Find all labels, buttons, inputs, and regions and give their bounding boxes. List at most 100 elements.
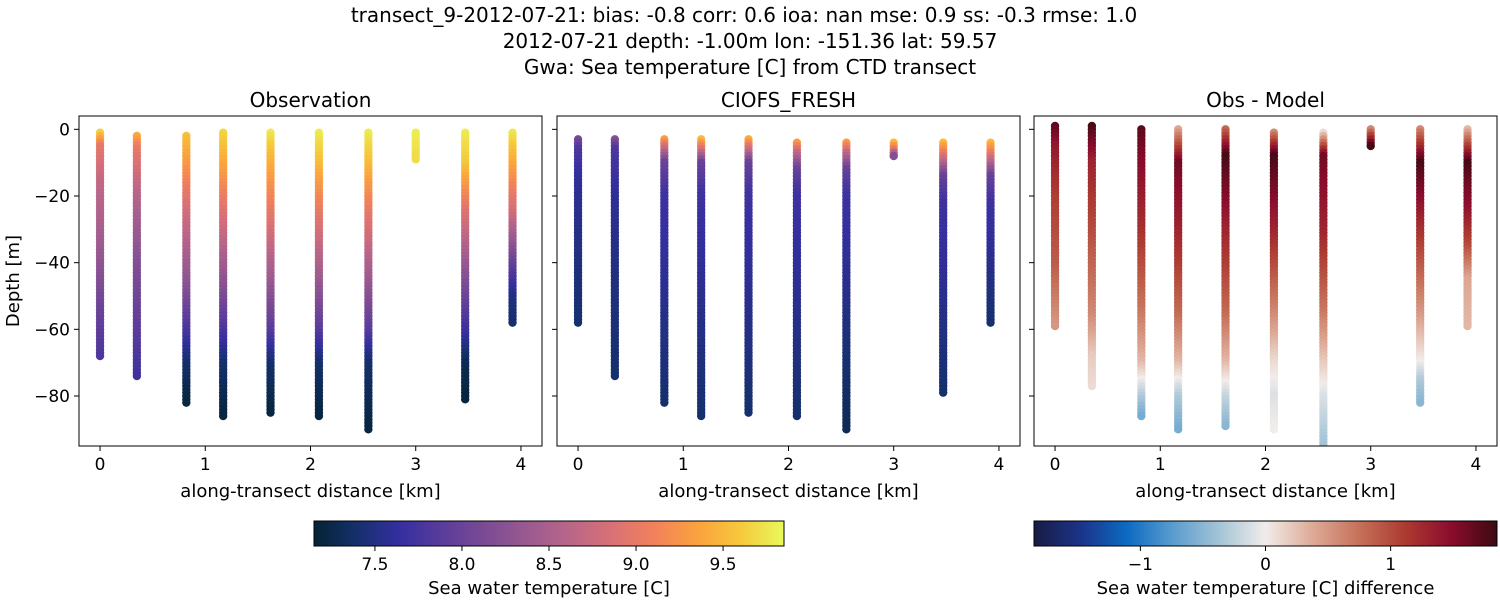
cast-1 xyxy=(95,128,105,361)
y-tick-label: −20 xyxy=(34,187,70,207)
x-tick-label: 1 xyxy=(1155,455,1166,475)
data-points xyxy=(95,128,517,434)
data-points xyxy=(1050,121,1472,446)
data-point xyxy=(573,318,583,327)
cast-6 xyxy=(1269,128,1279,434)
colorbar-tick-label: 9.5 xyxy=(710,555,737,575)
cast-6 xyxy=(792,138,802,421)
data-point xyxy=(266,408,275,417)
x-tick-label: 3 xyxy=(410,455,421,475)
panels: Observation 0 1 2 3 4 0 −20 −40 −60 −80 along-trans… xyxy=(3,88,1498,502)
cast-3 xyxy=(660,135,669,407)
colorbar-label: Sea water temperature [C] difference xyxy=(1097,578,1435,599)
cast-8 xyxy=(1366,125,1375,151)
y-tick-label: −80 xyxy=(34,387,70,407)
cast-4 xyxy=(696,135,706,421)
colorbar-tick-label: 8.5 xyxy=(535,555,562,575)
x-tick-label: 2 xyxy=(783,455,794,475)
x-tick-label: 4 xyxy=(516,455,527,475)
cast-2 xyxy=(1087,121,1097,391)
cast-10 xyxy=(1463,125,1472,331)
x-tick-label: 4 xyxy=(1471,455,1482,475)
data-point xyxy=(508,318,517,327)
data-point xyxy=(411,155,420,164)
figure-title-line-2: 2012-07-21 depth: -1.00m lon: -151.36 la… xyxy=(503,29,998,53)
cast-9 xyxy=(460,128,470,404)
cast-7 xyxy=(842,138,851,434)
x-tick-label: 4 xyxy=(994,455,1005,475)
x-tick-label: 1 xyxy=(200,455,211,475)
cast-2 xyxy=(610,135,620,381)
data-point xyxy=(460,395,470,404)
colorbar-tick-label: 1 xyxy=(1385,555,1396,575)
cast-9 xyxy=(938,138,948,397)
data-point xyxy=(218,411,228,421)
data-point xyxy=(792,411,802,421)
figure-title-line-1: transect_9-2012-07-21: bias: -0.8 corr: … xyxy=(351,3,1137,27)
cast-8 xyxy=(411,128,420,164)
data-point xyxy=(1463,321,1472,331)
data-point xyxy=(842,425,851,434)
data-point xyxy=(744,408,753,417)
x-tick-label: 3 xyxy=(1365,455,1376,475)
data-points xyxy=(573,135,995,434)
y-axis-label: Depth [m] xyxy=(3,235,24,327)
cast-7 xyxy=(364,128,373,434)
x-tick-label: 0 xyxy=(95,455,106,475)
colorbar-tick-label: 7.5 xyxy=(361,555,388,575)
cast-2 xyxy=(132,131,142,381)
cast-3 xyxy=(182,131,191,407)
panel-2: CIOFS_FRESH 0 1 2 3 4 along-transect distance … xyxy=(552,88,1021,502)
panel-3: Obs - Model 0 1 2 3 4 along-transect distance … xyxy=(1029,88,1498,502)
data-point xyxy=(364,425,373,434)
data-point xyxy=(1137,411,1146,421)
data-point xyxy=(132,371,142,381)
y-tick-label: 0 xyxy=(59,120,70,140)
data-point xyxy=(1366,141,1375,151)
cast-8 xyxy=(889,138,898,161)
data-point xyxy=(182,398,191,407)
data-point xyxy=(986,318,995,327)
panel-title: Obs - Model xyxy=(1206,88,1325,112)
x-tick-label: 0 xyxy=(1050,455,1061,475)
colorbar-1: 7.5 8.0 8.5 9.0 9.5 Sea water temperature [C] xyxy=(313,520,785,599)
x-axis-label: along-transect distance [km] xyxy=(658,481,918,502)
data-point xyxy=(660,398,669,407)
x-axis-label: along-transect distance [km] xyxy=(180,481,440,502)
data-point xyxy=(1269,425,1279,434)
cast-3 xyxy=(1137,125,1146,421)
cast-4 xyxy=(1173,125,1183,434)
data-point xyxy=(1087,381,1097,391)
x-tick-label: 2 xyxy=(1260,455,1271,475)
data-point xyxy=(95,351,105,361)
x-tick-label: 0 xyxy=(573,455,584,475)
cast-6 xyxy=(314,128,324,421)
colorbars: 7.5 8.0 8.5 9.0 9.5 Sea water temperature [C]… xyxy=(313,520,1498,599)
colorbar-gradient xyxy=(1033,520,1498,547)
data-point xyxy=(696,411,706,421)
data-point xyxy=(1221,421,1230,431)
colorbar-tick-label: 9.0 xyxy=(623,555,650,575)
cast-1 xyxy=(573,135,583,327)
figure-title-line-3: Gwa: Sea temperature [C] from CTD transe… xyxy=(524,55,976,79)
axes-frame xyxy=(556,115,1021,447)
data-point xyxy=(1319,441,1328,446)
cast-5 xyxy=(266,128,275,417)
y-tick-label: −60 xyxy=(34,320,70,340)
data-point xyxy=(1050,321,1060,331)
panel-1: Observation 0 1 2 3 4 0 −20 −40 −60 −80 along-trans… xyxy=(3,88,543,502)
data-point xyxy=(314,411,324,421)
colorbar-2: −1 0 1 Sea water temperature [C] difference xyxy=(1033,520,1498,599)
cast-10 xyxy=(508,128,517,327)
data-point xyxy=(1173,425,1183,434)
data-point xyxy=(889,151,898,161)
x-tick-label: 2 xyxy=(305,455,316,475)
x-axis-label: along-transect distance [km] xyxy=(1135,481,1395,502)
colorbar-gradient xyxy=(313,520,785,547)
colorbar-tick-label: 8.0 xyxy=(448,555,475,575)
cast-5 xyxy=(1221,125,1230,431)
colorbar-tick-label: 0 xyxy=(1260,555,1271,575)
panel-title: Observation xyxy=(250,88,372,112)
